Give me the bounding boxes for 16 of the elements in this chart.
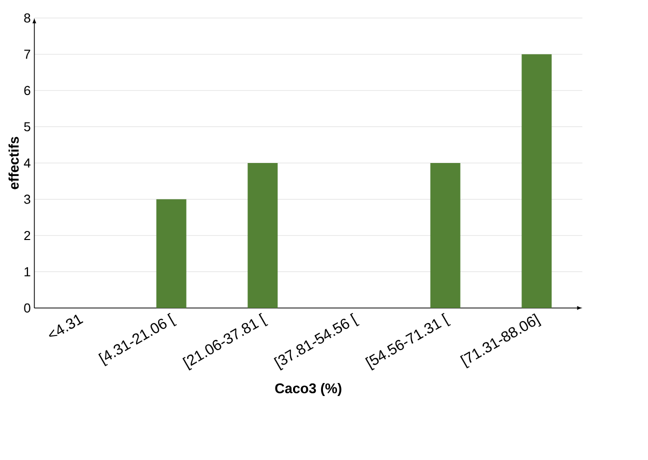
y-axis-title: effectifs xyxy=(8,136,19,190)
y-tick-label: 2 xyxy=(24,230,30,240)
bar xyxy=(522,54,552,308)
x-axis-title: Caco3 (%) xyxy=(275,383,342,396)
y-tick-label: 7 xyxy=(24,50,30,59)
x-tick-label: <4.31 xyxy=(48,314,84,337)
bar xyxy=(248,163,278,308)
y-tick-label: 5 xyxy=(24,122,30,132)
y-tick-label: 0 xyxy=(24,303,30,313)
bar xyxy=(156,199,186,308)
y-tick-label: 3 xyxy=(24,194,30,204)
y-tick-label: 6 xyxy=(24,86,30,96)
bar xyxy=(430,163,460,308)
y-tick-label: 4 xyxy=(24,158,30,168)
y-tick-label: 1 xyxy=(24,267,30,276)
y-tick-label: 8 xyxy=(24,13,30,23)
